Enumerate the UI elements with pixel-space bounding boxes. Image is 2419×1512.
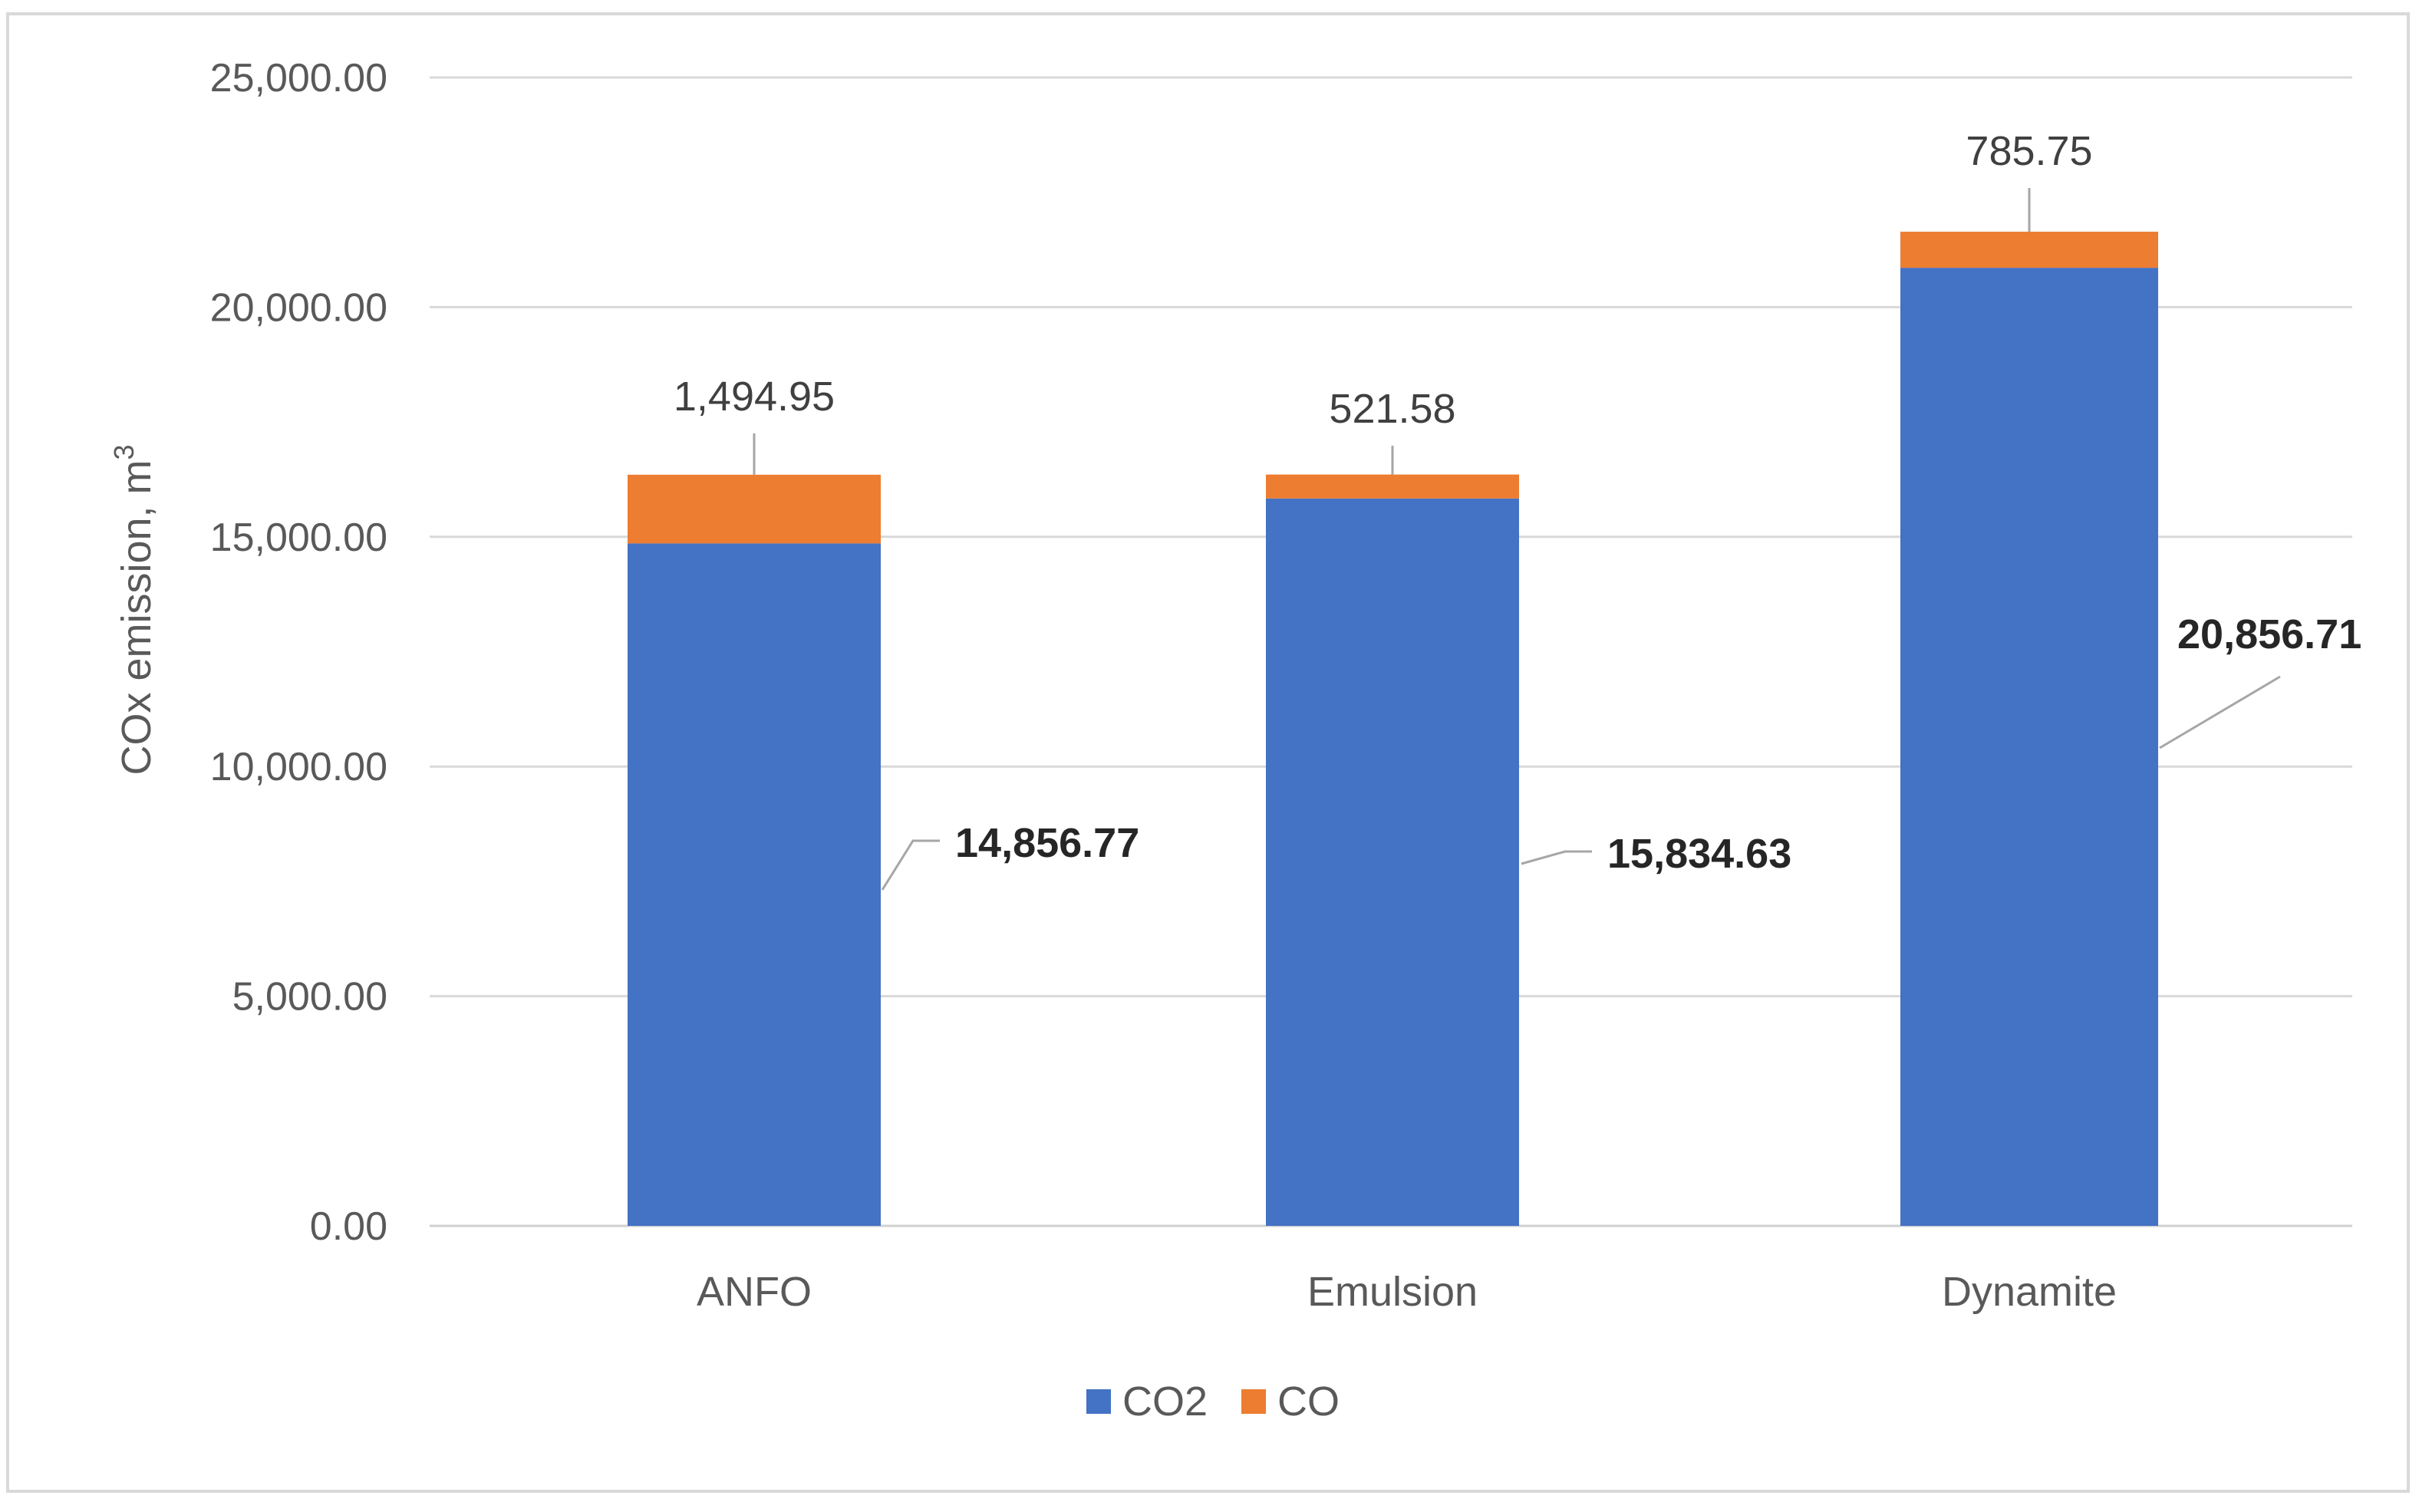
data-label-co: 521.58 [1329, 386, 1455, 432]
x-tick-label: Emulsion [1307, 1269, 1478, 1315]
leader-line-co2 [881, 839, 940, 891]
bar-co-anfo [628, 474, 881, 544]
y-tick-label: 5,000.00 [232, 975, 387, 1020]
bar-co2-anfo [628, 543, 881, 1226]
axes: 0.00 5,000.00 10,000.00 15,000.00 20,000.00 2… [210, 56, 2117, 1315]
data-label-co: 785.75 [1966, 128, 2092, 174]
y-axis-label: COx emission, m3 [108, 444, 160, 775]
data-label-co2: 14,856.77 [955, 820, 1139, 866]
bars [628, 232, 2158, 1226]
leader-line-co2 [1521, 850, 1592, 865]
bar-co2-emulsion [1266, 498, 1519, 1226]
x-tick-label: Dynamite [1942, 1269, 2117, 1315]
legend: CO2 CO [1086, 1379, 1340, 1425]
bar-co-dynamite [1900, 232, 2158, 268]
data-label-co: 1,494.95 [674, 374, 835, 420]
data-label-co2: 20,856.71 [2177, 611, 2361, 657]
leader-line-co2 [2159, 675, 2281, 749]
legend-swatch-co2 [1086, 1389, 1111, 1414]
legend-label-co: CO [1277, 1379, 1340, 1425]
legend-swatch-co [1241, 1389, 1266, 1414]
legend-label-co2: CO2 [1122, 1379, 1208, 1425]
y-tick-label: 20,000.00 [210, 285, 387, 330]
y-tick-label: 15,000.00 [210, 516, 387, 560]
bar-co-emulsion [1266, 474, 1519, 499]
x-tick-label: ANFO [697, 1269, 812, 1315]
y-tick-label: 0.00 [310, 1204, 387, 1249]
bar-co2-dynamite [1900, 268, 2158, 1226]
y-tick-label: 25,000.00 [210, 56, 387, 100]
data-labels: 1,494.95 14,856.77 521.58 15,834.63 785.75 20… [674, 128, 2361, 891]
y-tick-label: 10,000.00 [210, 745, 387, 789]
data-label-co2: 15,834.63 [1607, 831, 1791, 877]
